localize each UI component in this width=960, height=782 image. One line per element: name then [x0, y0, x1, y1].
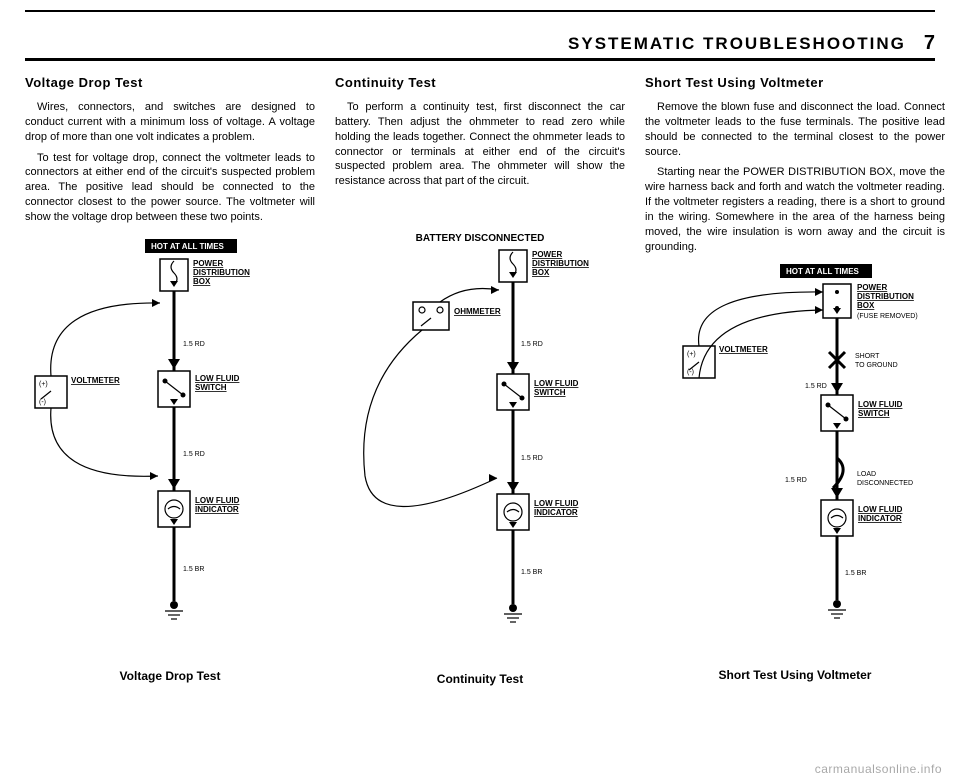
content-columns: Voltage Drop Test Wires, connectors, and… [25, 75, 935, 686]
load-label-2: DISCONNECTED [857, 480, 913, 487]
c3-wire2-label: 1.5 RD [785, 477, 807, 484]
top-rule [25, 10, 935, 12]
svg-text:(+): (+) [39, 381, 48, 388]
c3-wire1-label: 1.5 RD [805, 383, 827, 390]
c2-pdb-label-2: DISTRIBUTION [532, 259, 589, 268]
pdb-label-2: DISTRIBUTION [193, 268, 250, 277]
c3-voltmeter-label: VOLTMETER [719, 345, 768, 354]
short-label-1: SHORT [855, 353, 880, 360]
switch-label-2: SWITCH [195, 383, 227, 392]
c3-pdb-label-1: POWER [857, 283, 887, 292]
c2-wire3-label: 1.5 BR [521, 569, 542, 576]
c2-switch-label-1: LOW FLUID [534, 379, 579, 388]
watermark: carmanualsonline.info [815, 762, 942, 776]
page-header: SYSTEMATIC TROUBLESHOOTING 7 [25, 32, 935, 61]
col-short-test: Short Test Using Voltmeter Remove the bl… [645, 75, 945, 686]
voltage-drop-svg: HOT AT ALL TIMES POWER DISTRIBUTION BOX … [25, 231, 315, 661]
c2-wire2-label: 1.5 RD [521, 455, 543, 462]
col1-p2-text: To test for voltage drop, connect the vo… [25, 152, 315, 223]
c3-switch-label-1: LOW FLUID [858, 400, 903, 409]
col3-p1-text: Remove the blown fuse and disconnect the… [645, 101, 945, 158]
col3-p2-text: Starting near the POWER DISTRIBUTION BOX… [645, 166, 945, 252]
svg-text:(-): (-) [39, 399, 46, 406]
c2-pdb-label-1: POWER [532, 250, 562, 259]
voltmeter-label: VOLTMETER [71, 376, 120, 385]
col-voltage-drop: Voltage Drop Test Wires, connectors, and… [25, 75, 315, 686]
short-test-svg: HOT AT ALL TIMES POWER DISTRIBUTION BOX … [645, 260, 945, 660]
fuse-removed-label: (FUSE REMOVED) [857, 313, 918, 320]
col3-p1: Remove the blown fuse and disconnect the… [645, 100, 945, 159]
ohmmeter-label: OHMMETER [454, 307, 501, 316]
col-continuity: Continuity Test To perform a continuity … [335, 75, 625, 686]
svg-text:(-): (-) [687, 369, 694, 376]
short-label-2: TO GROUND [855, 362, 898, 369]
hot-label: HOT AT ALL TIMES [151, 242, 225, 251]
col2-p1: To perform a continuity test, first disc… [335, 100, 625, 189]
col3-caption: Short Test Using Voltmeter [645, 668, 945, 682]
c3-switch-label-2: SWITCH [858, 409, 890, 418]
pdb-label-3: BOX [193, 277, 211, 286]
c2-pdb-label-3: BOX [532, 268, 550, 277]
page-number: 7 [924, 32, 935, 55]
col1-p1: Wires, connectors, and switches are desi… [25, 100, 315, 145]
wire3-label: 1.5 BR [183, 566, 204, 573]
svg-text:(+): (+) [687, 351, 696, 358]
col2-p1-text: To perform a continuity test, first disc… [335, 101, 625, 187]
wire2-label: 1.5 RD [183, 451, 205, 458]
col3-diagram: HOT AT ALL TIMES POWER DISTRIBUTION BOX … [645, 260, 945, 660]
c2-ind-label-2: INDICATOR [534, 508, 578, 517]
col3-title: Short Test Using Voltmeter [645, 75, 945, 90]
switch-label-1: LOW FLUID [195, 374, 240, 383]
col1-title: Voltage Drop Test [25, 75, 315, 90]
continuity-svg: POWER DISTRIBUTION BOX 1.5 RD LOW FLUID … [335, 246, 625, 664]
c3-wire3-label: 1.5 BR [845, 570, 866, 577]
ind-label-1: LOW FLUID [195, 496, 240, 505]
c3-pdb-label-3: BOX [857, 301, 875, 310]
battery-disconnected-label: BATTERY DISCONNECTED [335, 233, 625, 244]
c3-ind-label-2: INDICATOR [858, 514, 902, 523]
col3-p2: Starting near the POWER DISTRIBUTION BOX… [645, 165, 945, 254]
c2-ind-label-1: LOW FLUID [534, 499, 579, 508]
col1-p1-text: Wires, connectors, and switches are desi… [25, 101, 315, 143]
c3-pdb-label-2: DISTRIBUTION [857, 292, 914, 301]
c2-switch-label-2: SWITCH [534, 388, 566, 397]
col1-diagram: HOT AT ALL TIMES POWER DISTRIBUTION BOX … [25, 231, 315, 661]
c2-wire1-label: 1.5 RD [521, 341, 543, 348]
load-label-1: LOAD [857, 471, 876, 478]
wire1-label: 1.5 RD [183, 341, 205, 348]
c3-ind-label-1: LOW FLUID [858, 505, 903, 514]
pdb-label-1: POWER [193, 259, 223, 268]
col1-p2: To test for voltage drop, connect the vo… [25, 151, 315, 225]
col2-diagram: POWER DISTRIBUTION BOX 1.5 RD LOW FLUID … [335, 246, 625, 664]
header-title: SYSTEMATIC TROUBLESHOOTING [568, 34, 906, 54]
c3-hot-label: HOT AT ALL TIMES [786, 267, 860, 276]
col2-title: Continuity Test [335, 75, 625, 90]
col2-caption: Continuity Test [335, 672, 625, 686]
ind-label-2: INDICATOR [195, 505, 239, 514]
col1-caption: Voltage Drop Test [25, 669, 315, 683]
